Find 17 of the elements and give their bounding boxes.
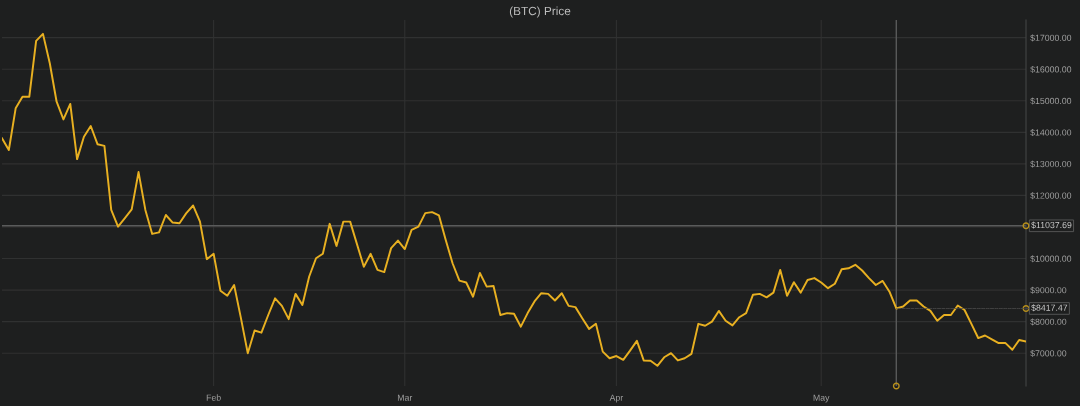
x-tick-label: Apr: [609, 394, 624, 403]
annotation: $8417.47: [1031, 304, 1068, 312]
x-tick-label: Mar: [397, 394, 413, 401]
ref-line-label: $11037.69: [1031, 221, 1072, 229]
y-tick-label: $13000.00: [1030, 160, 1072, 168]
x-tick-label: Feb: [206, 394, 221, 401]
y-tick-label: $7000.00: [1030, 349, 1067, 357]
x-tick-label: May: [813, 394, 830, 403]
y-tick-label: $17000.00: [1030, 34, 1072, 42]
y-tick-label: $14000.00: [1030, 129, 1072, 137]
chart-title: (BTC) Price: [509, 6, 571, 18]
y-tick-label: $16000.00: [1030, 65, 1072, 73]
y-tick-label: $8000.00: [1030, 318, 1067, 326]
y-tick-label: $15000.00: [1030, 97, 1072, 105]
y-tick-label: $10000.00: [1030, 255, 1072, 263]
y-tick-label: $9000.00: [1030, 286, 1067, 294]
y-tick-label: $12000.00: [1030, 192, 1072, 200]
